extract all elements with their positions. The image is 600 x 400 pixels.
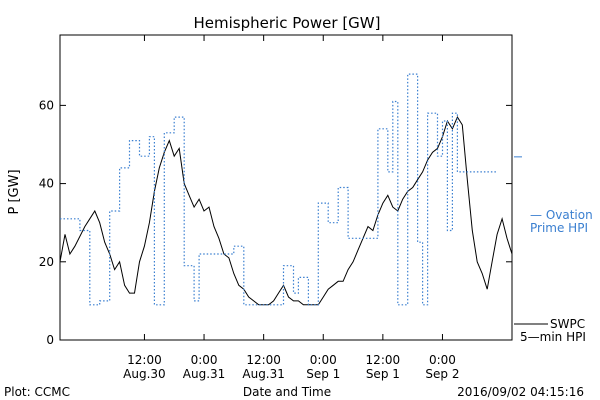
legend-ovation-line1: — Ovation [530, 208, 593, 222]
x-tick-label-time: 12:00 [246, 353, 281, 367]
y-tick-label: 40 [39, 177, 54, 191]
y-axis-label: P [GW] [7, 169, 22, 214]
x-tick-label-date: Sep 2 [425, 367, 459, 381]
x-axis: 12:00Aug.300:00Aug.3112:00Aug.310:00Sep … [123, 35, 460, 381]
y-axis: 0 20 40 60 [39, 98, 512, 347]
x-tick-label-date: Aug.31 [242, 367, 285, 381]
x-tick-label-time: 12:00 [127, 353, 162, 367]
x-tick-label-time: 0:00 [310, 353, 337, 367]
timestamp: 2016/09/02 04:15:16 [457, 385, 584, 399]
legend-swpc-line1: SWPC [550, 317, 585, 331]
x-tick-label-date: Sep 1 [306, 367, 340, 381]
series-line-ovation [60, 73, 498, 306]
series-layer [59, 58, 522, 306]
x-tick-label-time: 0:00 [191, 353, 218, 367]
x-tick-label-date: Sep 1 [366, 367, 400, 381]
legend-swpc-line2: 5—min HPI [520, 330, 586, 344]
y-tick-label: 20 [39, 255, 54, 269]
x-axis-label: Date and Time [243, 385, 331, 399]
y-tick-label: 60 [39, 98, 54, 112]
plot-credit: Plot: CCMC [4, 385, 70, 399]
y-tick-label: 0 [46, 333, 54, 347]
x-tick-label-time: 0:00 [429, 353, 456, 367]
legend-ovation-line2: Prime HPI [530, 221, 588, 235]
x-tick-label-time: 12:00 [366, 353, 401, 367]
x-tick-label-date: Aug.31 [183, 367, 226, 381]
series-line-swpc [59, 58, 513, 306]
x-tick-label-date: Aug.30 [123, 367, 166, 381]
chart-title: Hemispheric Power [GW] [194, 14, 381, 32]
